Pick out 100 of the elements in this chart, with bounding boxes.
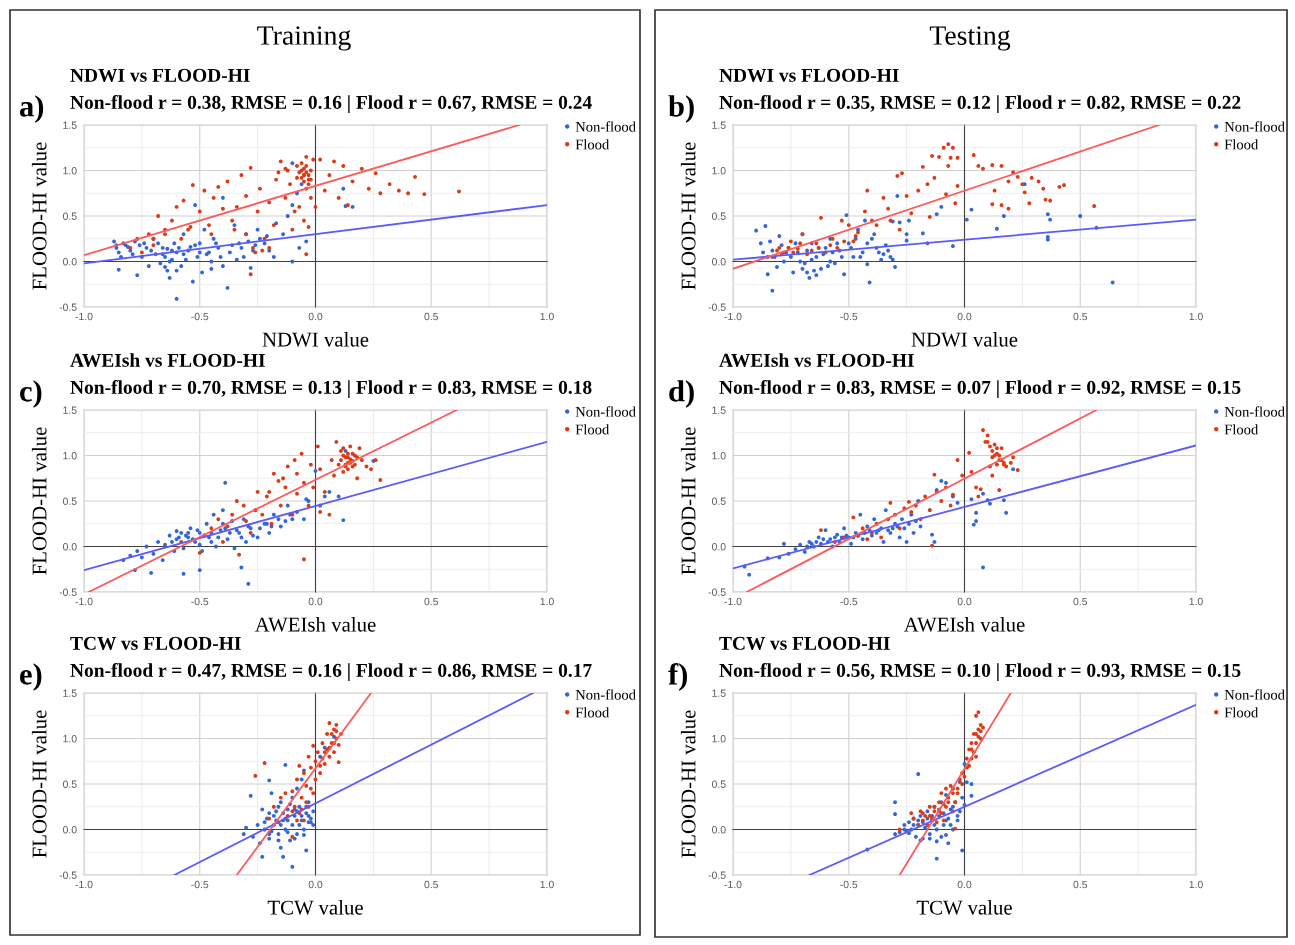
legend-label: Non-flood [1224, 121, 1285, 132]
y-tick-label: 0.5 [62, 212, 77, 220]
y-tick-label: 1.5 [63, 406, 77, 414]
x-tick-label: -1.0 [75, 880, 93, 889]
y-tick-label: 1.0 [712, 452, 726, 460]
y-tick-label: 0.0 [711, 258, 726, 266]
chart-subtitle: Non-flood r = 0.38, RMSE = 0.16 | Flood r = 0.67, RMSE = 0.24 [70, 95, 592, 113]
x-tick-label: -0.5 [840, 597, 858, 606]
x-tick-label: 1.0 [1189, 597, 1203, 606]
y-tick-label: -0.5 [59, 588, 77, 596]
x-tick-label: 1.0 [540, 880, 554, 889]
legend-label: Non-flood [1224, 689, 1285, 700]
chart-title: TCW vs FLOOD-HI [70, 636, 241, 650]
y-axis-title: FLOOD-HI value [31, 427, 47, 575]
x-axis-title: NDWI value [262, 331, 369, 347]
y-tick-label: 1.5 [712, 121, 726, 129]
x-tick-label: 1.0 [1189, 312, 1203, 321]
legend-label: Non-flood [575, 121, 636, 132]
y-tick-label: 0.5 [711, 212, 726, 220]
x-tick-label: -1.0 [724, 880, 742, 889]
x-tick-label: 0.0 [308, 597, 323, 606]
y-tick-label: 1.5 [712, 406, 726, 414]
chart-title: NDWI vs FLOOD-HI [70, 68, 250, 82]
chart-subtitle: Non-flood r = 0.35, RMSE = 0.12 | Flood r = 0.82, RMSE = 0.22 [719, 95, 1241, 113]
y-tick-label: 0.0 [62, 826, 77, 834]
legend-label: Flood [575, 424, 610, 435]
x-tick-label: 0.0 [957, 597, 972, 606]
legend-label: Flood [575, 139, 610, 150]
y-tick-label: 0.5 [711, 497, 726, 505]
x-tick-label: 0.5 [424, 880, 439, 889]
x-tick-label: 0.5 [424, 597, 439, 606]
x-tick-label: -0.5 [191, 880, 209, 889]
text: c) [20, 380, 42, 408]
x-tick-label: 0.0 [957, 312, 972, 321]
y-tick-label: 1.0 [712, 735, 726, 743]
chart-title: TCW vs FLOOD-HI [719, 636, 890, 650]
x-tick-label: -0.5 [840, 312, 858, 321]
chart-title: NDWI vs FLOOD-HI [719, 68, 899, 82]
y-tick-label: 0.0 [62, 258, 77, 266]
text: f) [668, 662, 688, 692]
y-tick-label: 1.0 [63, 167, 77, 175]
y-axis-title: FLOOD-HI value [680, 142, 696, 290]
legend-label: Non-flood [1224, 406, 1285, 417]
text: b) [668, 95, 694, 123]
y-tick-label: 0.0 [62, 543, 77, 551]
y-axis-title: FLOOD-HI value [31, 142, 47, 290]
x-tick-label: -1.0 [75, 312, 93, 321]
x-tick-label: 0.5 [1073, 312, 1088, 321]
chart-subtitle: Non-flood r = 0.47, RMSE = 0.16 | Flood r = 0.86, RMSE = 0.17 [70, 663, 592, 681]
x-tick-label: 0.5 [1073, 880, 1088, 889]
x-tick-label: 0.5 [1073, 597, 1088, 606]
y-tick-label: -0.5 [708, 303, 726, 311]
chart-title: AWEIsh vs FLOOD-HI [719, 353, 914, 367]
legend-label: Flood [575, 707, 610, 718]
y-tick-label: -0.5 [708, 588, 726, 596]
x-tick-label: 1.0 [540, 312, 554, 321]
y-tick-label: 1.0 [63, 735, 77, 743]
chart-subtitle: Non-flood r = 0.70, RMSE = 0.13 | Flood r = 0.83, RMSE = 0.18 [70, 380, 592, 398]
legend-label: Flood [1224, 139, 1259, 150]
legend-label: Flood [1224, 424, 1259, 435]
x-axis-title: AWEIsh value [254, 616, 376, 632]
y-tick-label: 1.5 [63, 689, 77, 697]
x-axis-title: TCW value [267, 899, 363, 915]
y-tick-label: 1.5 [63, 121, 77, 129]
y-tick-label: 1.0 [712, 167, 726, 175]
x-tick-label: -1.0 [724, 312, 742, 321]
y-tick-label: 0.5 [62, 497, 77, 505]
x-tick-label: 0.5 [424, 312, 439, 321]
x-tick-label: 1.0 [540, 597, 554, 606]
legend-label: Flood [1224, 707, 1259, 718]
y-tick-label: 1.5 [712, 689, 726, 697]
y-tick-label: 0.5 [711, 780, 726, 788]
x-tick-label: -0.5 [191, 597, 209, 606]
y-axis-title: FLOOD-HI value [31, 710, 47, 858]
x-tick-label: 0.0 [308, 312, 323, 321]
legend-label: Non-flood [575, 689, 636, 700]
x-tick-label: -0.5 [840, 880, 858, 889]
y-tick-label: 0.0 [711, 543, 726, 551]
text: Training [257, 26, 351, 51]
text: a) [19, 95, 44, 123]
x-tick-label: -0.5 [191, 312, 209, 321]
text: d) [669, 380, 694, 408]
x-tick-label: -1.0 [724, 597, 742, 606]
y-tick-label: 0.0 [711, 826, 726, 834]
x-axis-title: AWEIsh value [903, 616, 1025, 632]
y-tick-label: -0.5 [59, 871, 77, 879]
y-axis-title: FLOOD-HI value [680, 710, 696, 858]
chart-subtitle: Non-flood r = 0.83, RMSE = 0.07 | Flood r = 0.92, RMSE = 0.15 [719, 380, 1241, 398]
x-tick-label: 1.0 [1189, 880, 1203, 889]
text: Testing [929, 26, 1011, 51]
chart-title: AWEIsh vs FLOOD-HI [70, 353, 265, 367]
text: e) [20, 663, 42, 691]
y-tick-label: -0.5 [59, 303, 77, 311]
x-axis-title: TCW value [916, 899, 1012, 915]
x-tick-label: 0.0 [308, 880, 323, 889]
legend-label: Non-flood [575, 406, 636, 417]
y-tick-label: 0.5 [62, 780, 77, 788]
chart-subtitle: Non-flood r = 0.56, RMSE = 0.10 | Flood r = 0.93, RMSE = 0.15 [719, 663, 1241, 681]
x-tick-label: 0.0 [957, 880, 972, 889]
y-tick-label: 1.0 [63, 452, 77, 460]
